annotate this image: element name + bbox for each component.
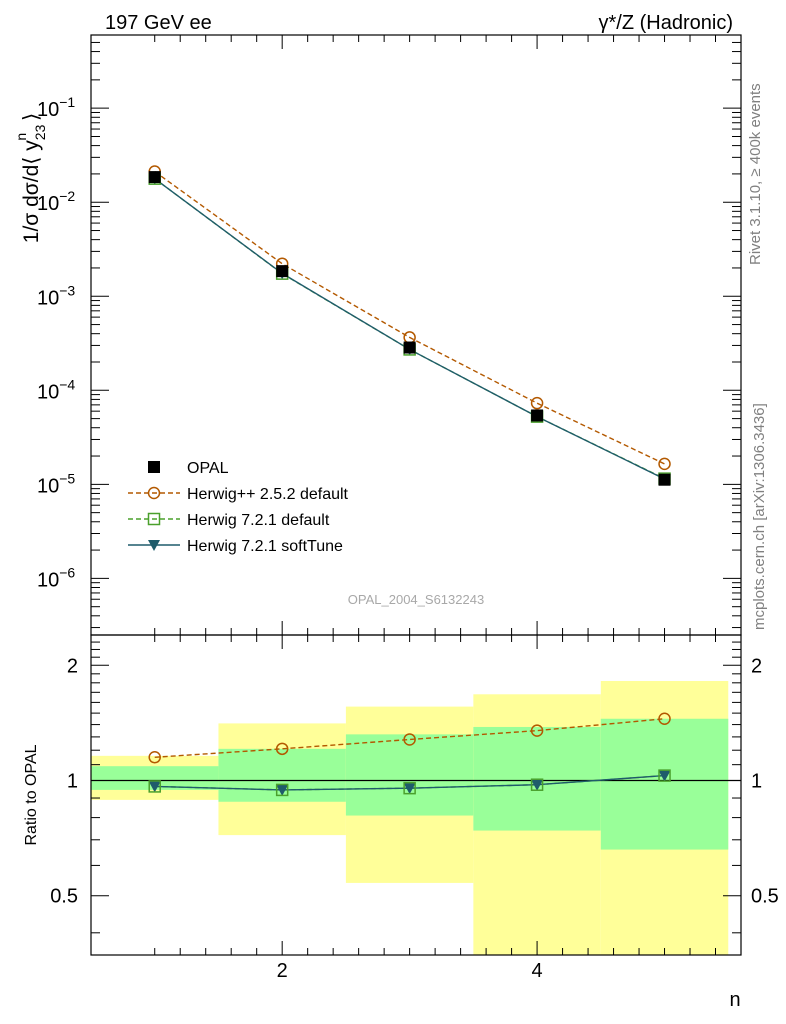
ratio-data-point [530,724,544,737]
ratio-y-axis-label: Ratio to OPAL [23,744,40,845]
ratio-data-point [276,784,289,796]
legend-entry-label: OPAL [187,460,229,477]
ratio-data-point [658,712,671,726]
inner-band-bin [91,766,219,790]
main-series-line [154,170,665,465]
ratio-data-point [658,769,671,782]
axis-ticks [91,35,741,955]
main-y-tick-label: 10−6 [37,564,75,591]
ratio-data-point [530,778,544,791]
x-tick-label: 2 [277,960,288,982]
legend-marker [147,512,161,526]
main-series-line [154,178,665,480]
ratio-series [91,712,741,797]
main-data-point [403,341,416,354]
ratio-uncertainty-bands [91,680,729,955]
main-data-point [658,457,671,471]
ratio-data-point [275,742,289,756]
legend-marker [148,461,160,473]
ratio-data-point [275,783,289,797]
ratio-data-point [403,783,416,795]
ratio-data-point [403,781,416,795]
x-tick-label: 4 [532,960,543,982]
main-data-point [276,265,289,278]
x-axis-label: n [729,989,740,1011]
ratio-data-point [403,733,416,746]
mcplots-reference-label: mcplots.cern.ch [arXiv:1306.3436] [751,403,768,630]
main-y-tick-label: 10−5 [37,470,75,497]
ratio-y-tick-label-right: 1 [751,771,762,793]
legend-marker [147,486,161,500]
analysis-watermark: OPAL_2004_S6132243 [348,592,484,607]
main-y-tick-label: 10−3 [37,282,75,309]
ratio-data-point [148,751,161,764]
tick-labels: 2 4 10−6 10−5 10−4 10−3 10−2 10−1 0.5 0.5 1 1 2 2 [37,94,779,982]
main-data-point [531,409,544,422]
ratio-y-tick-label-right: 2 [751,655,762,677]
main-data-point [530,396,544,410]
ratio-y-tick-label-left: 2 [67,655,78,677]
legend-entry-label: Herwig 7.2.1 softTune [187,538,343,555]
ratio-data-point [531,779,544,791]
legend-marker [148,540,160,551]
ratio-data-point [658,770,671,782]
main-data-point [148,171,161,184]
main-data-point [658,473,671,486]
ratio-panel-frame [90,634,742,956]
ratio-data-point [148,781,161,793]
ratio-y-tick-label-left: 1 [67,771,78,793]
ratio-y-tick-label-right: 0.5 [751,886,779,908]
legend-entry-label: Herwig 7.2.1 default [187,512,330,529]
ratio-series-line [154,718,665,758]
main-y-axis-label: 1/σ dσ/d⟨ y23n ⟩ [13,113,48,243]
legend: OPAL Herwig++ 2.5.2 default Herwig 7.2.1 d… [128,460,349,555]
main-series-line [154,178,665,480]
main-y-tick-label: 10−1 [37,94,75,121]
inner-band-bin [345,734,474,816]
main-y-tick-label: 10−2 [37,188,75,215]
main-y-tick-label: 10−4 [37,376,75,403]
plot-title-right: γ*/Z (Hadronic) [599,12,733,34]
main-series [148,165,671,486]
ratio-y-tick-label-left: 0.5 [50,886,78,908]
ratio-data-point [148,780,161,793]
legend-entry-label: Herwig++ 2.5.2 default [187,486,349,503]
rivet-version-label: Rivet 3.1.10, ≥ 400k events [747,83,764,265]
inner-band-bin [600,718,729,850]
plot-title-left: 197 GeV ee [105,12,212,34]
